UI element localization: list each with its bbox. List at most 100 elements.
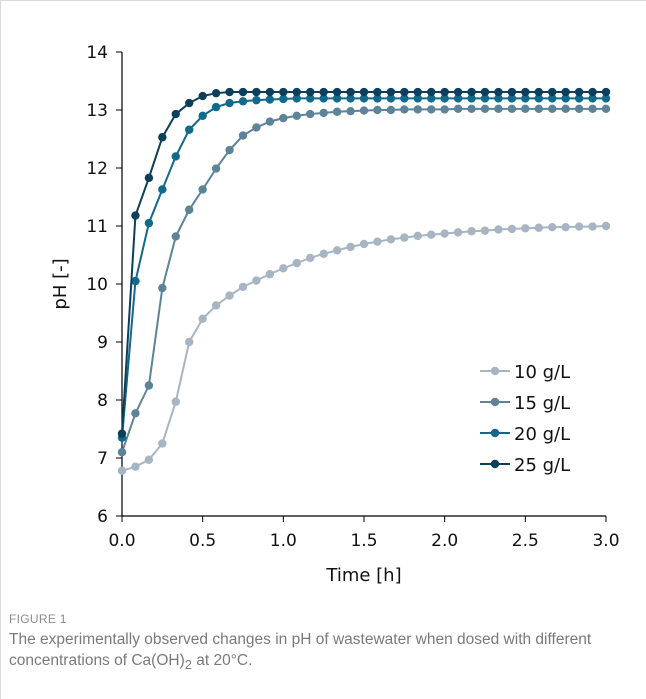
data-point: [521, 104, 530, 114]
data-point: [561, 94, 570, 103]
data-point: [359, 239, 369, 249]
data-point: [117, 466, 127, 475]
data-point: [198, 185, 207, 194]
chart-axes: 6 7 8 9 10 11 12 13 14 0.0 0.5 1.0 1.5 2.0 2.5 3.0 Time …: [50, 43, 620, 586]
y-tick-label: 12: [86, 159, 108, 179]
data-point: [131, 276, 140, 286]
data-point: [561, 104, 570, 114]
data-point: [306, 253, 315, 263]
data-point: [373, 105, 382, 115]
data-point: [319, 94, 328, 103]
data-point: [413, 94, 422, 103]
data-point: [279, 94, 288, 104]
data-point: [359, 106, 369, 115]
figure-caption-text: The experimentally observed changes in p…: [9, 629, 629, 675]
data-point: [117, 448, 127, 457]
data-point: [252, 123, 261, 132]
data-point: [292, 94, 301, 103]
data-point: [238, 87, 248, 97]
data-point: [548, 94, 557, 103]
data-point: [400, 94, 409, 103]
data-point: [413, 87, 422, 97]
data-point: [494, 87, 503, 97]
data-point: [467, 227, 476, 236]
data-point: [332, 87, 342, 97]
y-tick-label: 6: [97, 507, 108, 527]
data-point: [319, 108, 328, 118]
data-point: [534, 223, 543, 232]
legend-item: 15 g/L: [480, 393, 570, 414]
data-point: [158, 439, 167, 448]
data-point: [480, 87, 490, 97]
data-point: [319, 87, 328, 97]
data-point: [225, 291, 234, 300]
data-point: [413, 231, 422, 241]
data-point: [332, 107, 342, 116]
data-point: [306, 87, 315, 97]
data-point: [238, 131, 248, 140]
data-point: [144, 381, 154, 390]
data-point: [467, 87, 476, 97]
data-point: [117, 429, 127, 438]
data-point: [601, 87, 611, 97]
y-tick-label: 10: [86, 275, 108, 295]
data-point: [265, 269, 275, 279]
data-point: [158, 185, 167, 194]
data-point: [467, 104, 476, 114]
data-point: [548, 87, 557, 97]
data-point: [292, 87, 301, 97]
data-point: [185, 125, 194, 134]
data-point: [131, 409, 140, 418]
data-point: [453, 87, 463, 97]
legend-label: 25 g/L: [514, 455, 570, 476]
data-point: [171, 232, 180, 241]
data-point: [279, 113, 288, 123]
data-point: [265, 117, 275, 126]
data-point: [467, 94, 476, 103]
data-point: [588, 104, 597, 114]
x-axis-title: Time [h]: [325, 565, 401, 586]
data-point: [265, 95, 275, 104]
series-layer: [117, 87, 611, 475]
x-tick-label: 3.0: [592, 531, 619, 551]
caption-subscript: 2: [184, 657, 192, 673]
data-point: [601, 104, 611, 114]
data-point: [440, 94, 449, 103]
data-point: [386, 105, 396, 115]
data-point: [359, 87, 369, 97]
data-point: [534, 104, 543, 114]
legend-swatch-marker: [490, 397, 500, 407]
caption-text-main: The experimentally observed changes in p…: [9, 631, 592, 669]
data-point: [453, 94, 463, 103]
data-point: [211, 88, 221, 98]
figure-label: FIGURE 1: [9, 612, 67, 626]
data-point: [453, 104, 463, 114]
data-point: [534, 87, 543, 97]
caption-text-end: at 20°C.: [191, 652, 253, 669]
data-point: [574, 104, 584, 114]
x-tick-label: 2.5: [512, 531, 539, 551]
data-point: [185, 337, 194, 347]
data-point: [548, 222, 557, 232]
figure-caption: FIGURE 1 The experimentally observed cha…: [9, 612, 629, 675]
data-point: [332, 94, 342, 103]
data-point: [588, 94, 597, 103]
data-point: [440, 87, 449, 97]
data-point: [279, 264, 288, 273]
legend-swatch-marker: [490, 366, 500, 376]
data-point: [427, 87, 436, 97]
x-tick-label: 0.0: [108, 531, 135, 551]
data-point: [440, 105, 449, 114]
data-point: [507, 224, 517, 234]
y-tick-label: 11: [86, 217, 108, 237]
data-point: [588, 222, 597, 231]
data-point: [292, 258, 301, 268]
data-point: [225, 98, 234, 108]
data-point: [158, 133, 167, 142]
data-point: [427, 105, 436, 114]
data-point: [494, 225, 503, 234]
data-point: [171, 397, 180, 406]
data-point: [494, 94, 503, 103]
data-point: [211, 164, 221, 173]
